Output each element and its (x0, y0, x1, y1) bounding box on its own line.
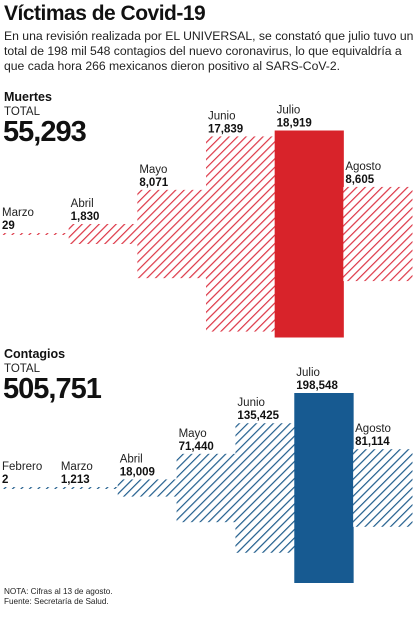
muertes-total-label: TOTAL (4, 106, 40, 118)
bar-abril (117, 479, 178, 497)
bar-mayo (176, 453, 236, 523)
bar-febrero (0, 487, 60, 489)
bar-marzo (58, 487, 119, 489)
value-label: 81,114 (355, 436, 390, 448)
source-text: Fuente: Secretaría de Salud. (4, 597, 109, 606)
category-label: Abril (71, 198, 94, 210)
category-label: Marzo (2, 207, 34, 219)
category-label: Julio (277, 105, 301, 117)
contagios-total-label: TOTAL (4, 363, 40, 375)
category-label: Febrero (2, 461, 42, 473)
bar-julio (294, 393, 354, 583)
category-label: Mayo (139, 164, 167, 176)
category-label: Agosto (355, 423, 391, 435)
value-label: 1,213 (61, 474, 90, 486)
value-label: 18,009 (120, 466, 155, 478)
bar-marzo (0, 233, 70, 235)
category-label: Junio (208, 110, 236, 122)
value-label: 71,440 (179, 441, 214, 453)
note-text: NOTA: Cifras al 13 de agosto. (4, 587, 113, 596)
category-label: Julio (296, 367, 320, 379)
bar-abril (68, 223, 138, 245)
value-label: 8,605 (345, 174, 374, 186)
contagios-total-value: 505,751 (3, 373, 102, 405)
bar-mayo (137, 189, 207, 279)
bar-julio (274, 130, 344, 338)
category-label: Marzo (61, 461, 93, 473)
contagios-title: Contagios (4, 347, 66, 361)
value-label: 17,839 (208, 123, 243, 135)
value-label: 29 (2, 220, 15, 232)
page-title: Víctimas de Covid-19 (4, 2, 206, 25)
value-label: 135,425 (237, 410, 279, 422)
intro-text: En una revisión realizada por EL UNIVERS… (4, 29, 414, 73)
footnote: NOTA: Cifras al 13 de agosto. Fuente: Se… (4, 587, 113, 607)
value-label: 1,830 (71, 211, 100, 223)
value-label: 18,919 (277, 118, 312, 130)
muertes-title: Muertes (4, 90, 52, 104)
bar-junio (206, 136, 276, 332)
category-label: Abril (120, 453, 143, 465)
category-label: Junio (237, 397, 265, 409)
category-label: Agosto (345, 161, 381, 173)
muertes-total-value: 55,293 (3, 116, 87, 148)
value-label: 198,548 (296, 380, 338, 392)
bar-agosto (343, 186, 413, 282)
value-label: 2 (2, 474, 8, 486)
value-label: 8,071 (139, 177, 168, 189)
bar-agosto (353, 449, 413, 527)
category-label: Mayo (179, 428, 207, 440)
bar-junio (235, 423, 295, 553)
